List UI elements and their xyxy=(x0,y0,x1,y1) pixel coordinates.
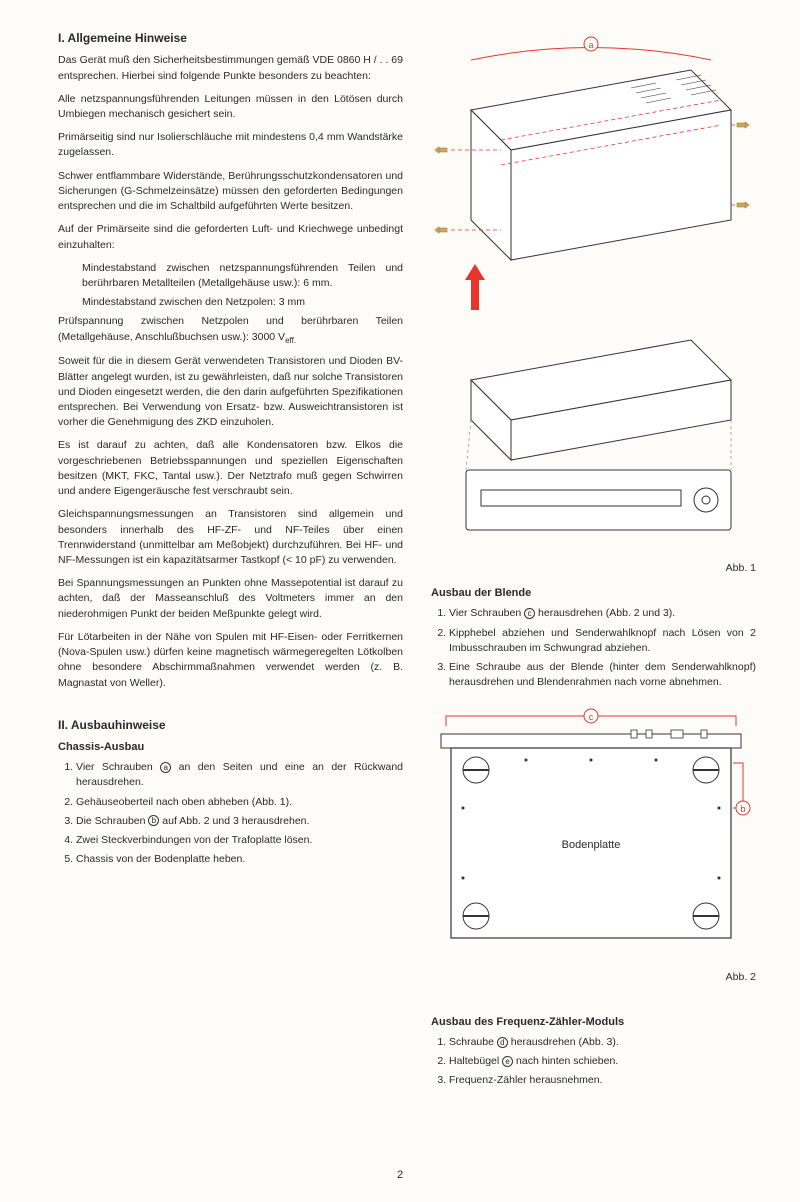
right-column: a xyxy=(431,30,756,1093)
screw-slot-icon xyxy=(463,757,489,783)
fig2-label-c: c xyxy=(589,712,594,722)
s1-p8: Es ist darauf zu achten, daß alle Konden… xyxy=(58,438,403,499)
arrow-up-icon xyxy=(465,264,485,310)
s1-p5: Auf der Primärseite sind die geforderten… xyxy=(58,222,403,252)
figure-2: c xyxy=(431,708,756,963)
chassis-item: Chassis von der Bodenplatte heben. xyxy=(76,852,403,867)
screw-slot-icon xyxy=(463,903,489,929)
s1-p7: Soweit für die in diesem Gerät verwendet… xyxy=(58,354,403,430)
fig2-label-b: b xyxy=(740,804,745,814)
screw-icon xyxy=(737,122,749,128)
s1-p10: Bei Spannungsmessungen an Punkten ohne M… xyxy=(58,576,403,622)
screw-icon xyxy=(435,147,447,153)
s1-p4: Schwer entflammbare Widerstände, Berühru… xyxy=(58,169,403,215)
screw-icon xyxy=(435,227,447,233)
blende-item: Eine Schraube aus der Blende (hinter dem… xyxy=(449,660,756,690)
freq-item: Haltebügel e nach hinten schieben. xyxy=(449,1054,756,1069)
s1-p9: Gleichspannungsmessungen an Transistoren… xyxy=(58,507,403,568)
fig1-svg: a xyxy=(431,30,751,550)
blende-list: Vier Schrauben c herausdrehen (Abb. 2 un… xyxy=(449,606,756,690)
fig1-label-a: a xyxy=(588,40,593,50)
s1-p11: Für Lötarbeiten in der Nähe von Spulen m… xyxy=(58,630,403,691)
blende-heading: Ausbau der Blende xyxy=(431,586,756,602)
s1-p5b: Mindestabstand zwischen den Netzpolen: 3… xyxy=(82,295,403,310)
freq-heading: Ausbau des Frequenz-Zähler-Moduls xyxy=(431,1015,756,1031)
freq-list: Schraube d herausdrehen (Abb. 3). Halteb… xyxy=(449,1035,756,1089)
s1-p6: Prüfspannung zwischen Netzpolen und berü… xyxy=(58,314,403,346)
screw-slot-icon xyxy=(693,757,719,783)
blende-item: Vier Schrauben c herausdrehen (Abb. 2 un… xyxy=(449,606,756,621)
chassis-sub: Chassis-Ausbau xyxy=(58,740,403,756)
page-number: 2 xyxy=(0,1168,800,1184)
s1-p5a: Mindestabstand zwischen netzspannungsfüh… xyxy=(82,261,403,291)
section1-heading: I. Allgemeine Hinweise xyxy=(58,30,403,47)
fig1-label: Abb. 1 xyxy=(431,561,756,576)
fig2-label: Abb. 2 xyxy=(431,970,756,985)
chassis-item: Die Schrauben b auf Abb. 2 und 3 herausd… xyxy=(76,814,403,829)
s1-p2: Alle netzspannungsführenden Leitungen mü… xyxy=(58,92,403,122)
bodenplatte-label: Bodenplatte xyxy=(562,839,621,851)
freq-item: Frequenz-Zähler herausnehmen. xyxy=(449,1073,756,1088)
section2-heading: II. Ausbauhinweise xyxy=(58,717,403,734)
s1-p3: Primärseitig sind nur Isolierschläuche m… xyxy=(58,130,403,160)
fig2-svg: c xyxy=(431,708,751,958)
figure-1: a xyxy=(431,30,756,555)
left-column: I. Allgemeine Hinweise Das Gerät muß den… xyxy=(58,30,403,1093)
s1-p1: Das Gerät muß den Sicherheitsbestimmunge… xyxy=(58,53,403,83)
screw-icon xyxy=(737,202,749,208)
freq-item: Schraube d herausdrehen (Abb. 3). xyxy=(449,1035,756,1050)
chassis-item: Gehäuseoberteil nach oben abheben (Abb. … xyxy=(76,795,403,810)
chassis-item: Vier Schrauben a an den Seiten und eine … xyxy=(76,760,403,790)
chassis-list: Vier Schrauben a an den Seiten und eine … xyxy=(76,760,403,867)
screw-slot-icon xyxy=(693,903,719,929)
blende-item: Kipphebel abziehen und Senderwahlknopf n… xyxy=(449,626,756,656)
chassis-item: Zwei Steckverbindungen von der Trafoplat… xyxy=(76,833,403,848)
